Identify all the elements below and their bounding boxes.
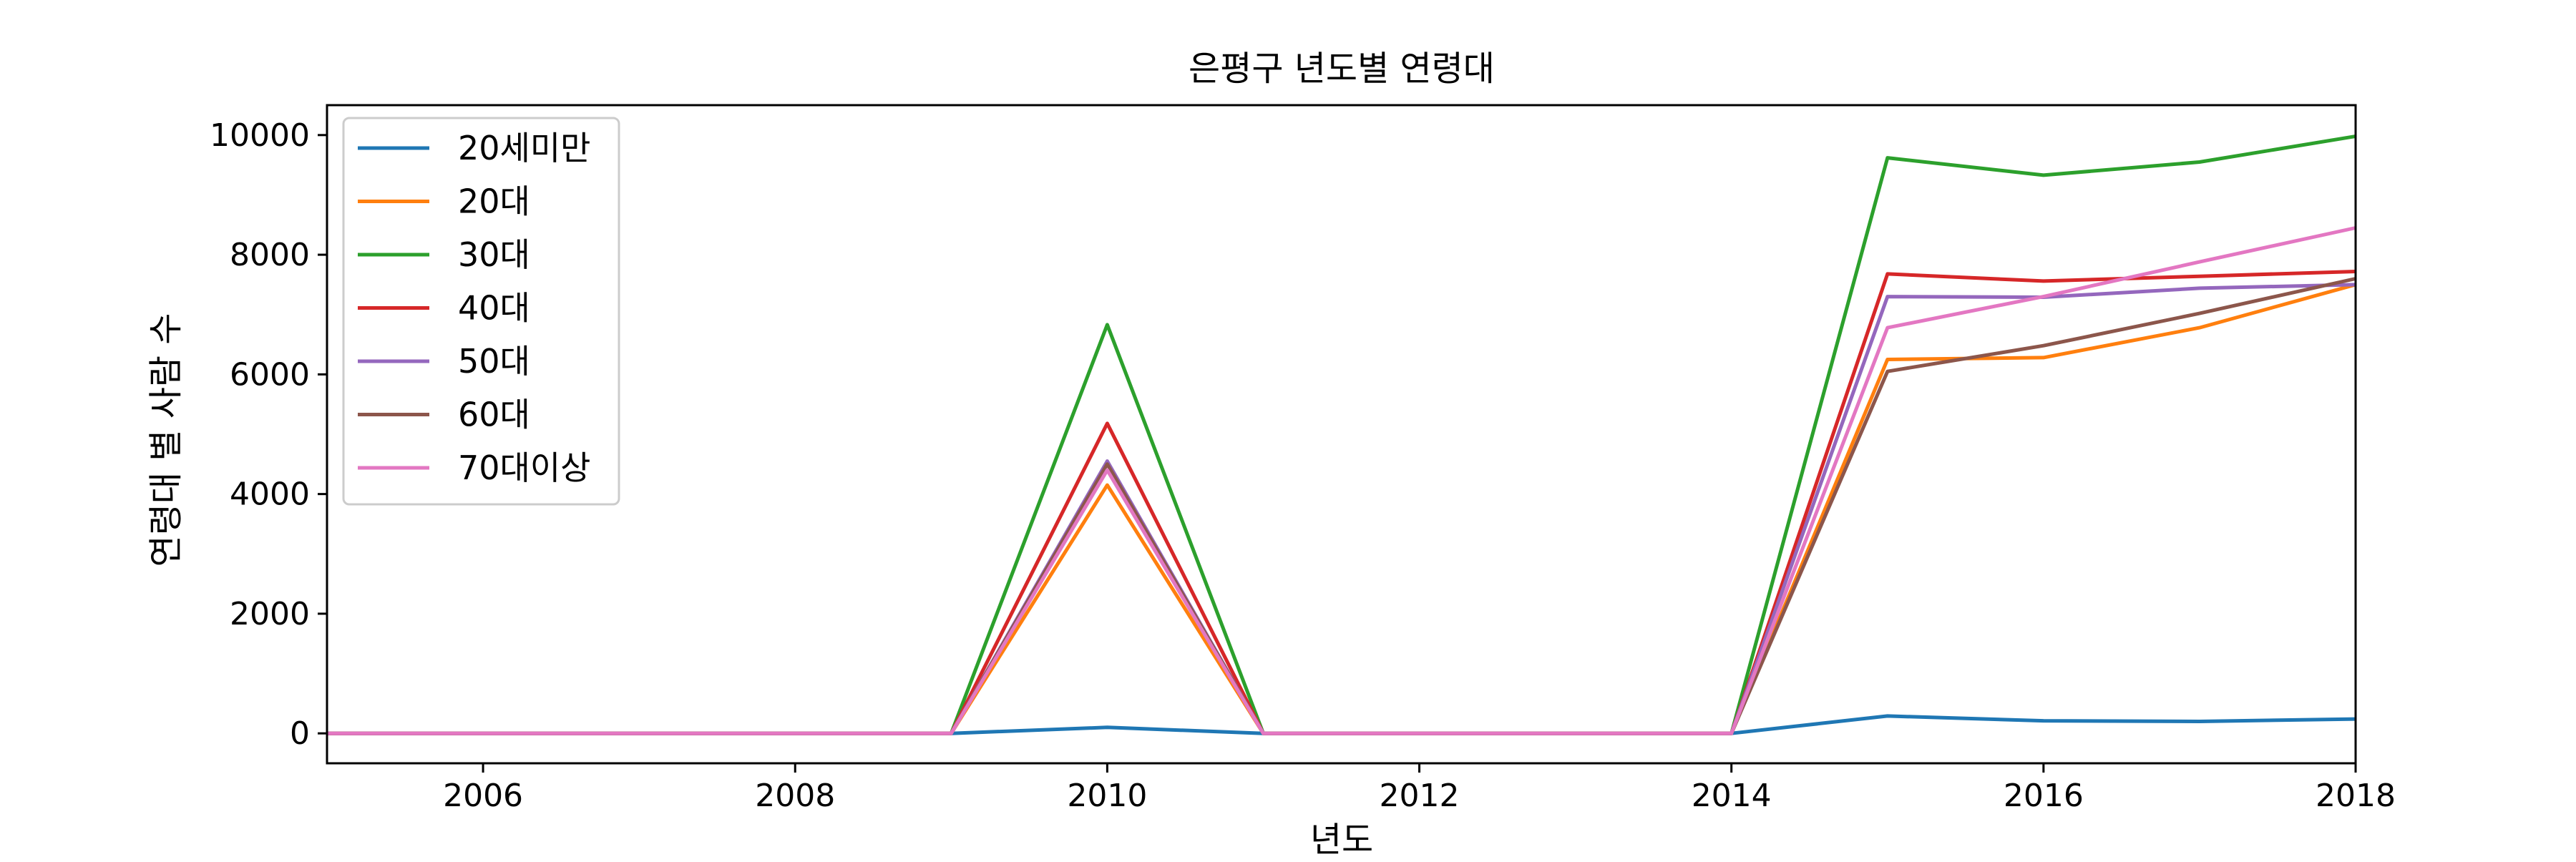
series-line-3: [327, 272, 2356, 734]
x-tick-label-3: 2012: [1380, 778, 1460, 814]
legend-label-4: 50대: [458, 342, 530, 381]
y-tick-label-2: 4000: [230, 476, 310, 513]
y-tick-label-1: 2000: [230, 596, 310, 632]
series-line-1: [327, 285, 2356, 733]
legend: 20세미만 20대 30대 40대 50대 60대 70대이상: [343, 118, 619, 504]
series-line-0: [327, 716, 2356, 733]
x-tick-label-0: 2006: [443, 778, 523, 814]
legend-label-6: 70대이상: [458, 449, 591, 487]
legend-label-5: 60대: [458, 396, 530, 434]
x-tick-label-5: 2016: [2004, 778, 2084, 814]
chart-title: 은평구 년도별 연령대: [1189, 49, 1495, 89]
series-line-5: [327, 279, 2356, 734]
x-tick-label-2: 2010: [1067, 778, 1147, 814]
series-line-4: [327, 285, 2356, 733]
x-tick-label-6: 2018: [2316, 778, 2396, 814]
series-line-6: [327, 228, 2356, 734]
legend-label-1: 20대: [458, 182, 530, 221]
legend-label-2: 30대: [458, 235, 530, 274]
y-axis-label: 연령대 별 사람 수: [146, 313, 186, 567]
x-tick-label-1: 2008: [755, 778, 835, 814]
y-tick-label-3: 6000: [230, 356, 310, 393]
plot-area: [327, 137, 2356, 734]
y-tick-label-4: 8000: [230, 237, 310, 273]
x-tick-label-4: 2014: [1692, 778, 1772, 814]
x-axis-label: 년도: [1310, 820, 1373, 858]
series-line-2: [327, 137, 2356, 734]
y-tick-label-5: 10000: [210, 117, 310, 154]
legend-label-0: 20세미만: [458, 129, 591, 167]
axes-frame: [327, 105, 2356, 763]
y-tick-label-0: 0: [290, 715, 310, 752]
series-lines: [327, 137, 2356, 734]
legend-label-3: 40대: [458, 289, 530, 328]
